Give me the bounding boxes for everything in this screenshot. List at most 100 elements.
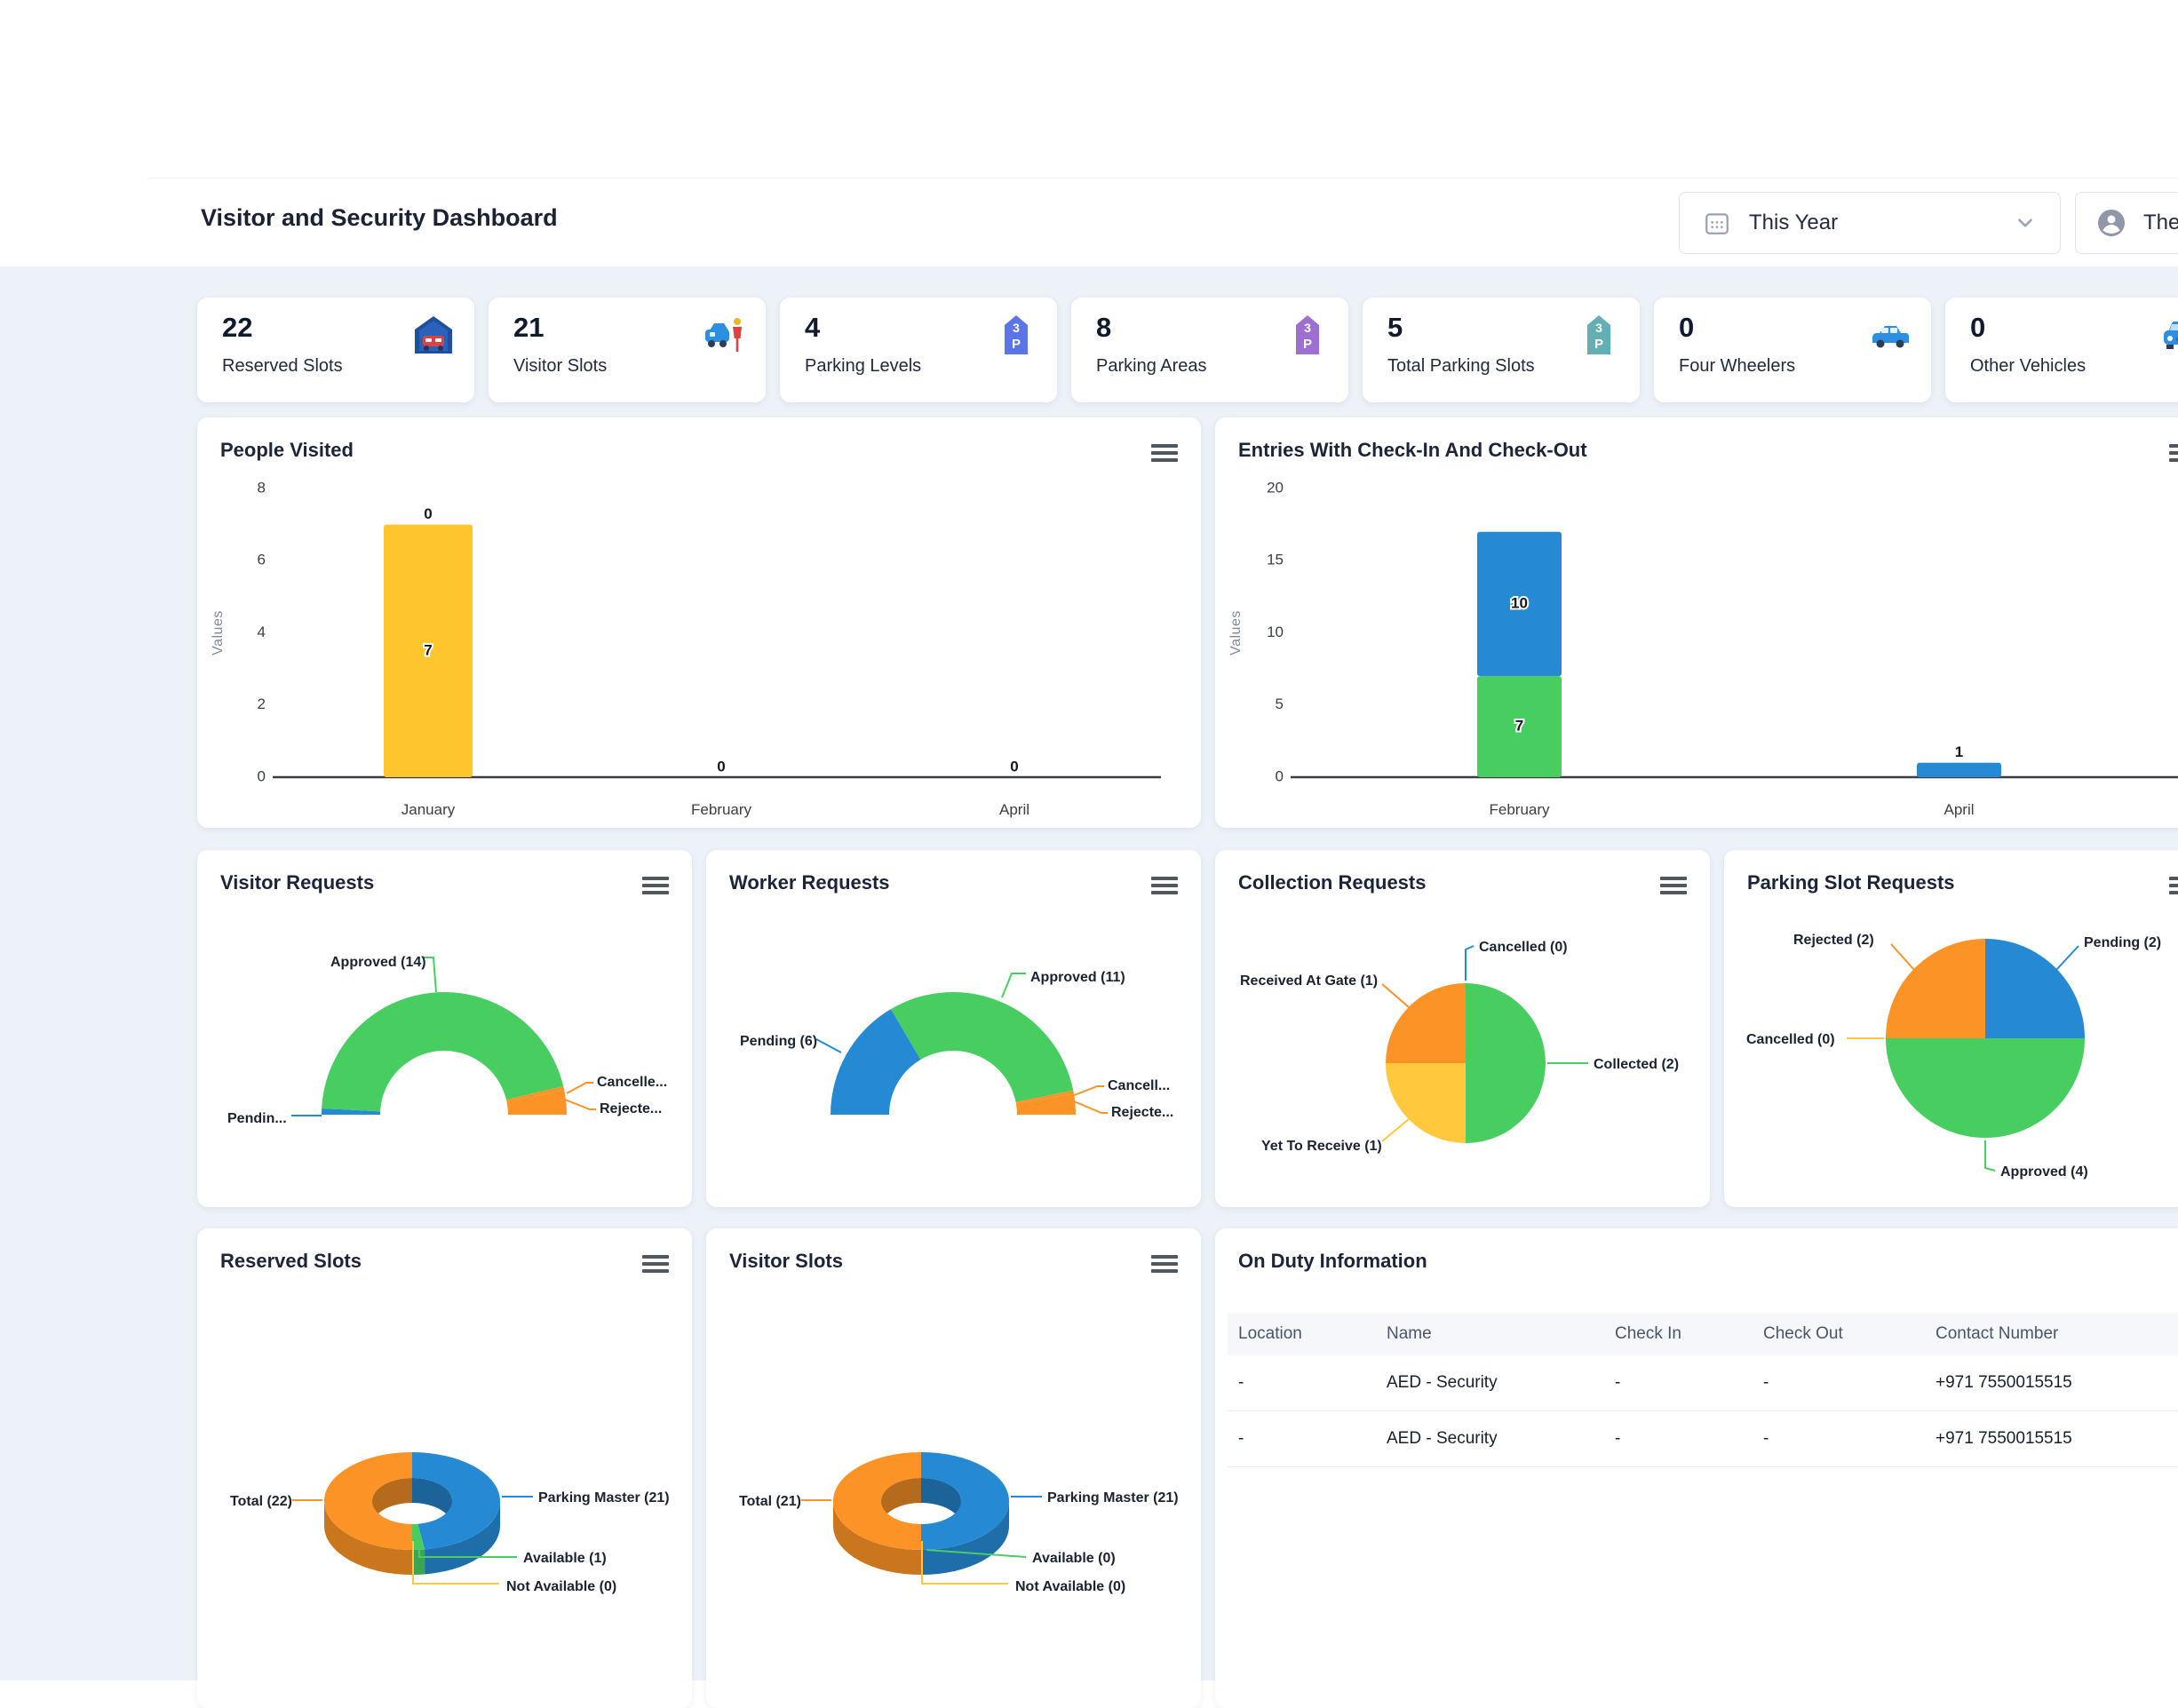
svg-text:Not Available (0): Not Available (0) bbox=[1015, 1579, 1125, 1594]
visitor-slots-chart[interactable]: Parking Master (21) Available (0) Not Avai… bbox=[706, 1228, 1201, 1708]
svg-text:3: 3 bbox=[1013, 321, 1020, 335]
column-header: Location bbox=[1238, 1324, 1302, 1343]
table-title: On Duty Information bbox=[1238, 1250, 1427, 1272]
chart-title: Visitor Slots bbox=[729, 1250, 843, 1272]
svg-text:0: 0 bbox=[717, 758, 725, 775]
stat-value: 0 bbox=[1679, 312, 1695, 343]
stat-card-visitor-slots: 21 Visitor Slots bbox=[489, 298, 766, 402]
stat-card-four-wheelers: 0 Four Wheelers bbox=[1654, 298, 1931, 402]
collection-requests-card: Collected (2) Yet To Receive (1) Received … bbox=[1215, 850, 1710, 1207]
svg-text:Approved (11): Approved (11) bbox=[1030, 970, 1125, 985]
svg-text:0: 0 bbox=[424, 505, 432, 522]
chart-menu-icon[interactable] bbox=[1151, 1255, 1178, 1273]
stat-card-other-vehicles: 0 Other Vehicles bbox=[1945, 298, 2178, 402]
chart-title: Worker Requests bbox=[729, 871, 890, 894]
svg-text:P: P bbox=[1594, 337, 1603, 352]
period-selector[interactable]: This Year bbox=[1679, 192, 2061, 254]
worker-requests-chart[interactable]: Pending (6) Approved (11) Cancell... Reject… bbox=[706, 850, 1201, 1207]
chart-title: Entries With Check-In And Check-Out bbox=[1238, 439, 1587, 461]
svg-text:Total (22): Total (22) bbox=[230, 1494, 292, 1509]
cell-check-in: - bbox=[1615, 1373, 1621, 1392]
cell-check-in: - bbox=[1615, 1429, 1621, 1448]
column-header: Check Out bbox=[1763, 1324, 1843, 1343]
visitor-requests-card: Pendin... Approved (14) Cancelle... Rejecte… bbox=[197, 850, 692, 1207]
cell-contact-number: +971 7550015515 bbox=[1936, 1373, 2072, 1392]
svg-text:Available (0): Available (0) bbox=[1032, 1551, 1116, 1566]
svg-text:Approved (4): Approved (4) bbox=[2000, 1164, 2088, 1180]
stat-value: 22 bbox=[222, 312, 253, 343]
svg-text:10: 10 bbox=[1267, 624, 1284, 640]
cell-check-out: - bbox=[1763, 1429, 1769, 1448]
column-header: Name bbox=[1387, 1324, 1432, 1343]
svg-text:4: 4 bbox=[258, 624, 266, 640]
cell-name: AED - Security bbox=[1387, 1429, 1498, 1448]
chart-title: Visitor Requests bbox=[220, 871, 375, 894]
svg-text:1: 1 bbox=[1955, 743, 1963, 760]
svg-text:0: 0 bbox=[1276, 767, 1284, 784]
user-menu[interactable]: The bbox=[2075, 192, 2178, 254]
stat-label: Parking Areas bbox=[1096, 356, 1207, 376]
cell-check-out: - bbox=[1763, 1373, 1769, 1392]
entries-chart[interactable]: 0 5 10 15 20 Values February 7 10 April 1 bbox=[1215, 417, 2178, 828]
svg-text:7: 7 bbox=[1515, 718, 1523, 735]
user-menu-label: The bbox=[2143, 211, 2178, 234]
car-front-icon bbox=[2164, 322, 2178, 349]
visitor-requests-chart[interactable]: Pendin... Approved (14) Cancelle... Rejecte… bbox=[197, 850, 692, 1207]
svg-text:Pending (6): Pending (6) bbox=[740, 1034, 817, 1049]
svg-text:0: 0 bbox=[1010, 758, 1018, 775]
chart-menu-icon[interactable] bbox=[642, 1255, 669, 1273]
people-visited-card: 0 2 4 6 8 Values January 7 0 February 0 0 April 0 0 Pe… bbox=[197, 417, 1201, 828]
on-duty-information-card: On Duty Information Location Name Check … bbox=[1215, 1228, 2178, 1708]
car-side-icon bbox=[1872, 326, 1909, 348]
svg-text:P: P bbox=[1012, 337, 1021, 352]
table-row: - AED - Security - - +971 7550015515 bbox=[1228, 1355, 2178, 1411]
stat-value: 8 bbox=[1096, 312, 1112, 343]
chart-title: Reserved Slots bbox=[220, 1250, 362, 1272]
user-avatar-icon bbox=[2098, 210, 2125, 236]
svg-text:Cancell...: Cancell... bbox=[1108, 1078, 1170, 1093]
svg-text:April: April bbox=[999, 801, 1029, 818]
chart-menu-icon[interactable] bbox=[642, 877, 669, 894]
period-selector-value: This Year bbox=[1749, 211, 1839, 234]
chart-menu-icon[interactable] bbox=[2169, 877, 2178, 894]
chart-menu-icon[interactable] bbox=[1151, 444, 1178, 462]
chart-menu-icon[interactable] bbox=[1660, 877, 1687, 894]
reserved-slots-donut-card: Parking Master (21) Available (1) Not Avai… bbox=[197, 1228, 692, 1708]
svg-text:3: 3 bbox=[1595, 321, 1602, 335]
collection-requests-chart[interactable]: Collected (2) Yet To Receive (1) Received … bbox=[1215, 850, 1710, 1207]
stat-label: Four Wheelers bbox=[1679, 356, 1796, 376]
parking-slot-requests-chart[interactable]: Pending (2) Approved (4) Cancelled (0) Reje… bbox=[1724, 850, 2178, 1207]
column-header: Contact Number bbox=[1936, 1324, 2059, 1343]
svg-text:Available (1): Available (1) bbox=[523, 1551, 607, 1566]
stat-value: 4 bbox=[805, 312, 821, 343]
garage-car-icon bbox=[415, 316, 452, 354]
worker-requests-card: Pending (6) Approved (11) Cancell... Reject… bbox=[706, 850, 1201, 1207]
stat-label: Total Parking Slots bbox=[1387, 356, 1535, 376]
svg-text:Parking Master (21): Parking Master (21) bbox=[538, 1490, 670, 1505]
chart-title: People Visited bbox=[220, 439, 354, 461]
stat-card-reserved-slots: 22 Reserved Slots bbox=[197, 298, 474, 402]
svg-text:0: 0 bbox=[258, 767, 266, 784]
stat-value: 0 bbox=[1970, 312, 1986, 343]
svg-text:7: 7 bbox=[424, 641, 432, 658]
svg-text:Approved (14): Approved (14) bbox=[330, 955, 426, 970]
svg-text:5: 5 bbox=[1276, 695, 1284, 712]
svg-text:Rejecte...: Rejecte... bbox=[600, 1101, 662, 1116]
chart-menu-icon[interactable] bbox=[2169, 444, 2178, 462]
chevron-down-icon bbox=[2018, 218, 2032, 227]
chart-title: Collection Requests bbox=[1238, 871, 1427, 894]
svg-text:Cancelled (0): Cancelled (0) bbox=[1479, 940, 1568, 955]
stat-value: 21 bbox=[513, 312, 544, 343]
chart-menu-icon[interactable] bbox=[1151, 877, 1178, 894]
header-divider bbox=[148, 178, 2178, 179]
car-person-icon bbox=[705, 318, 742, 352]
svg-text:February: February bbox=[691, 801, 752, 818]
calendar-icon bbox=[1705, 213, 1729, 234]
reserved-slots-chart[interactable]: Parking Master (21) Available (1) Not Avai… bbox=[197, 1228, 692, 1708]
svg-text:Pending (2): Pending (2) bbox=[2084, 935, 2161, 950]
stat-label: Parking Levels bbox=[805, 356, 922, 376]
parking-tower-icon: 3 P bbox=[1005, 315, 1028, 354]
entries-checkin-checkout-card: 0 5 10 15 20 Values February 7 10 April 1 Entries … bbox=[1215, 417, 2178, 828]
